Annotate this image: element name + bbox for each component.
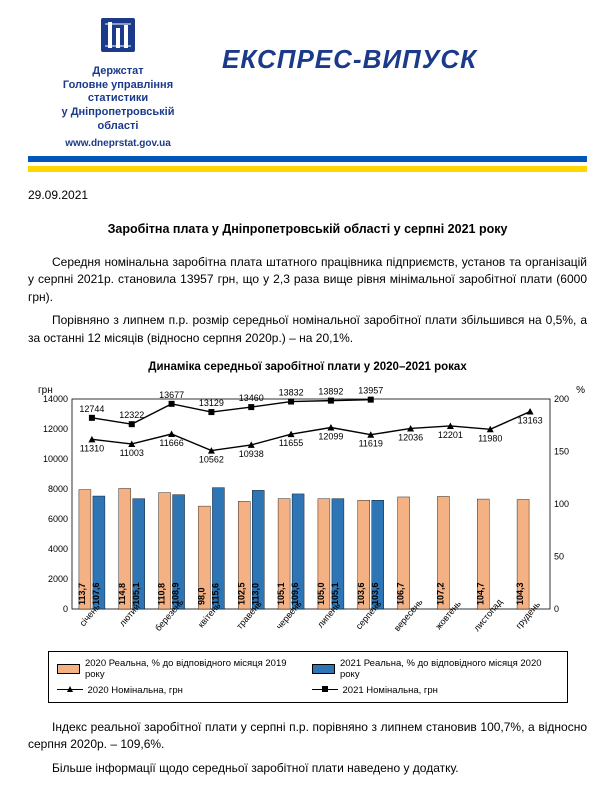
- svg-text:11310: 11310: [80, 443, 104, 453]
- svg-text:12201: 12201: [438, 430, 463, 440]
- svg-text:11980: 11980: [478, 433, 502, 443]
- svg-text:2000: 2000: [48, 574, 68, 584]
- y2-axis-label: %: [576, 385, 585, 396]
- svg-text:11655: 11655: [279, 438, 303, 448]
- svg-text:11666: 11666: [159, 438, 183, 448]
- svg-text:0: 0: [63, 604, 68, 614]
- chart-legend: 2020 Реальна, % до відповідного місяця 2…: [48, 651, 568, 703]
- issue-date: 29.09.2021: [28, 188, 587, 202]
- svg-text:150: 150: [554, 446, 569, 456]
- chart-svg: 0200040006000800010000120001400005010015…: [30, 381, 585, 641]
- org-block: Держстат Головне управління статистики у…: [28, 14, 208, 150]
- y1-axis-label: грн: [38, 385, 53, 396]
- svg-text:102,5: 102,5: [236, 582, 246, 605]
- org-url[interactable]: www.dneprstat.gov.ua: [28, 138, 208, 151]
- paragraph: Індекс реальної заробітної плати у серпн…: [28, 719, 587, 754]
- svg-text:200: 200: [554, 394, 569, 404]
- legend-label: 2020 Номінальна, грн: [88, 685, 183, 696]
- svg-text:98,0: 98,0: [196, 587, 206, 605]
- svg-text:50: 50: [554, 551, 564, 561]
- svg-text:13892: 13892: [318, 387, 343, 397]
- legend-label: 2020 Реальна, % до відповідного місяця 2…: [85, 658, 304, 680]
- svg-text:11619: 11619: [359, 439, 383, 449]
- svg-text:13460: 13460: [239, 393, 264, 403]
- svg-text:4000: 4000: [48, 544, 68, 554]
- flag-stripe: [28, 156, 587, 162]
- svg-text:114,8: 114,8: [117, 583, 127, 605]
- logo-icon: [97, 14, 139, 56]
- svg-text:105,0: 105,0: [316, 582, 326, 605]
- svg-text:110,8: 110,8: [157, 583, 167, 605]
- svg-text:12744: 12744: [79, 404, 104, 414]
- org-line: Держстат: [28, 65, 208, 79]
- paragraph: Порівняно з липнем п.р. розмір середньої…: [28, 312, 587, 347]
- svg-text:6000: 6000: [48, 514, 68, 524]
- svg-text:12099: 12099: [318, 431, 343, 441]
- svg-text:8000: 8000: [48, 484, 68, 494]
- svg-text:106,7: 106,7: [396, 582, 406, 605]
- svg-text:13957: 13957: [358, 386, 383, 396]
- svg-text:11003: 11003: [120, 448, 144, 458]
- svg-text:13163: 13163: [518, 416, 543, 426]
- banner-title: ЕКСПРЕС-ВИПУСК: [222, 14, 587, 75]
- svg-text:12000: 12000: [43, 424, 68, 434]
- svg-text:10562: 10562: [199, 455, 224, 465]
- svg-text:104,3: 104,3: [515, 582, 525, 605]
- svg-text:113,7: 113,7: [77, 583, 87, 605]
- svg-text:10000: 10000: [43, 454, 68, 464]
- flag-stripe: [28, 166, 587, 172]
- svg-text:10938: 10938: [239, 449, 264, 459]
- doc-title: Заробітна плата у Дніпропетровській обла…: [28, 222, 587, 236]
- paragraph: Середня номінальна заробітна плата штатн…: [28, 254, 587, 306]
- org-line: Головне управління: [28, 79, 208, 93]
- legend-label: 2021 Реальна, % до відповідного місяця 2…: [340, 658, 559, 680]
- org-line: області: [28, 120, 208, 134]
- svg-text:13129: 13129: [199, 398, 224, 408]
- org-line: статистики: [28, 92, 208, 106]
- svg-text:107,6: 107,6: [91, 582, 101, 605]
- chart-title: Динаміка середньої заробітної плати у 20…: [28, 361, 587, 373]
- svg-text:12322: 12322: [119, 410, 144, 420]
- legend-label: 2021 Номінальна, грн: [343, 685, 438, 696]
- svg-text:105,1: 105,1: [276, 582, 286, 605]
- svg-text:105,1: 105,1: [131, 582, 141, 605]
- svg-text:13677: 13677: [159, 390, 184, 400]
- paragraph: Більше інформації щодо середньої заробіт…: [28, 760, 587, 777]
- svg-text:13832: 13832: [279, 387, 304, 397]
- svg-text:107,2: 107,2: [435, 582, 445, 605]
- svg-text:104,7: 104,7: [475, 582, 485, 605]
- svg-text:0: 0: [554, 604, 559, 614]
- svg-text:100: 100: [554, 499, 569, 509]
- svg-text:103,6: 103,6: [356, 582, 366, 605]
- svg-text:12036: 12036: [398, 432, 423, 442]
- wage-chart: грн % 0200040006000800010000120001400005…: [30, 381, 585, 641]
- org-line: у Дніпропетровській: [28, 106, 208, 120]
